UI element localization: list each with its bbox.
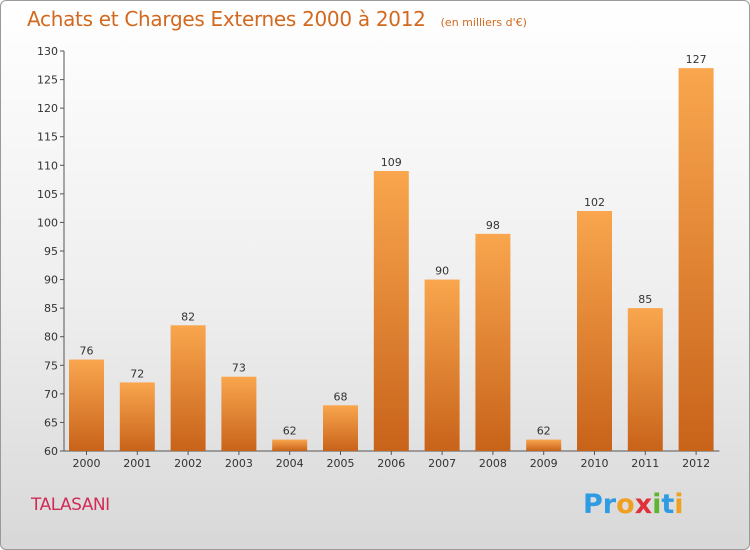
y-tick-label: 130 xyxy=(37,45,58,58)
x-tick-label: 2005 xyxy=(327,457,355,470)
x-tick-label: 2011 xyxy=(631,457,659,470)
bar xyxy=(69,359,104,451)
bar-value-label: 62 xyxy=(283,425,297,438)
logo-letter: i xyxy=(652,489,662,520)
x-tick-label: 2007 xyxy=(428,457,456,470)
x-tick-label: 2001 xyxy=(123,457,151,470)
bar-value-label: 98 xyxy=(486,219,500,232)
bar xyxy=(272,439,308,451)
commune-name: TALASANI xyxy=(31,495,110,515)
y-tick-label: 105 xyxy=(37,188,58,201)
bar xyxy=(526,439,562,451)
bar xyxy=(577,211,612,451)
bar-value-label: 109 xyxy=(381,156,402,169)
chart-title: Achats et Charges Externes 2000 à 2012 xyxy=(27,7,426,31)
bar xyxy=(221,376,257,451)
bars-layer xyxy=(69,68,714,452)
x-tick-label: 2008 xyxy=(479,457,507,470)
y-tick-label: 115 xyxy=(37,131,58,144)
y-tick-label: 85 xyxy=(44,302,58,315)
bar-value-label: 76 xyxy=(80,345,94,358)
x-tick-label: 2003 xyxy=(225,457,253,470)
y-tick-label: 60 xyxy=(44,445,58,458)
bar xyxy=(475,233,511,451)
bar-value-label: 82 xyxy=(181,310,195,323)
y-tick-label: 110 xyxy=(37,159,58,172)
x-tick-label: 2009 xyxy=(530,457,558,470)
y-tick-label: 75 xyxy=(44,359,58,372)
bar-value-label: 85 xyxy=(638,293,652,306)
y-tick-label: 80 xyxy=(44,331,58,344)
bar-value-label: 127 xyxy=(686,53,707,66)
axis-layer: 60 65 70 75 80 85 90 95 100 105 110 115 120 125 130 xyxy=(37,45,720,458)
x-tick-label: 2002 xyxy=(174,457,202,470)
logo-letter: t xyxy=(661,489,675,520)
y-tick-label: 120 xyxy=(37,102,58,115)
x-tick-label: 2010 xyxy=(581,457,609,470)
logo-letter: x xyxy=(634,489,653,520)
x-tick-label: 2004 xyxy=(276,457,304,470)
bar-value-label: 102 xyxy=(584,196,605,209)
logo-letter: o xyxy=(616,489,635,520)
logo-letter: i xyxy=(674,489,684,520)
bar xyxy=(627,308,663,451)
bar xyxy=(678,68,714,452)
x-tick-label: 2000 xyxy=(73,457,101,470)
y-tick-label: 90 xyxy=(44,274,58,287)
chart-unit: (en milliers d'€) xyxy=(440,16,527,29)
bar xyxy=(424,279,460,451)
bar-value-label: 72 xyxy=(130,367,144,380)
logo-letter: P xyxy=(583,489,603,520)
title-row: Achats et Charges Externes 2000 à 2012 (… xyxy=(27,7,527,31)
x-tick-label: 2006 xyxy=(377,457,405,470)
bar-value-label: 73 xyxy=(232,362,246,375)
bar xyxy=(170,325,206,451)
proxiti-logo: Proxiti xyxy=(583,489,684,520)
labels-layer: 76 2000 72 2001 82 2002 73 2003 62 2004 68 2005 109 2… xyxy=(73,53,711,470)
y-tick-label: 100 xyxy=(37,216,58,229)
y-tick-label: 70 xyxy=(44,388,58,401)
logo-letter: r xyxy=(602,489,617,520)
bar-value-label: 68 xyxy=(334,390,348,403)
y-tick-label: 65 xyxy=(44,416,58,429)
x-tick-label: 2012 xyxy=(682,457,710,470)
bar xyxy=(119,382,155,451)
bar xyxy=(323,405,358,451)
y-tick-label: 125 xyxy=(37,74,58,87)
y-tick-label: 95 xyxy=(44,245,58,258)
bar-value-label: 90 xyxy=(435,265,449,278)
bar xyxy=(373,171,409,451)
bar-value-label: 62 xyxy=(537,425,551,438)
